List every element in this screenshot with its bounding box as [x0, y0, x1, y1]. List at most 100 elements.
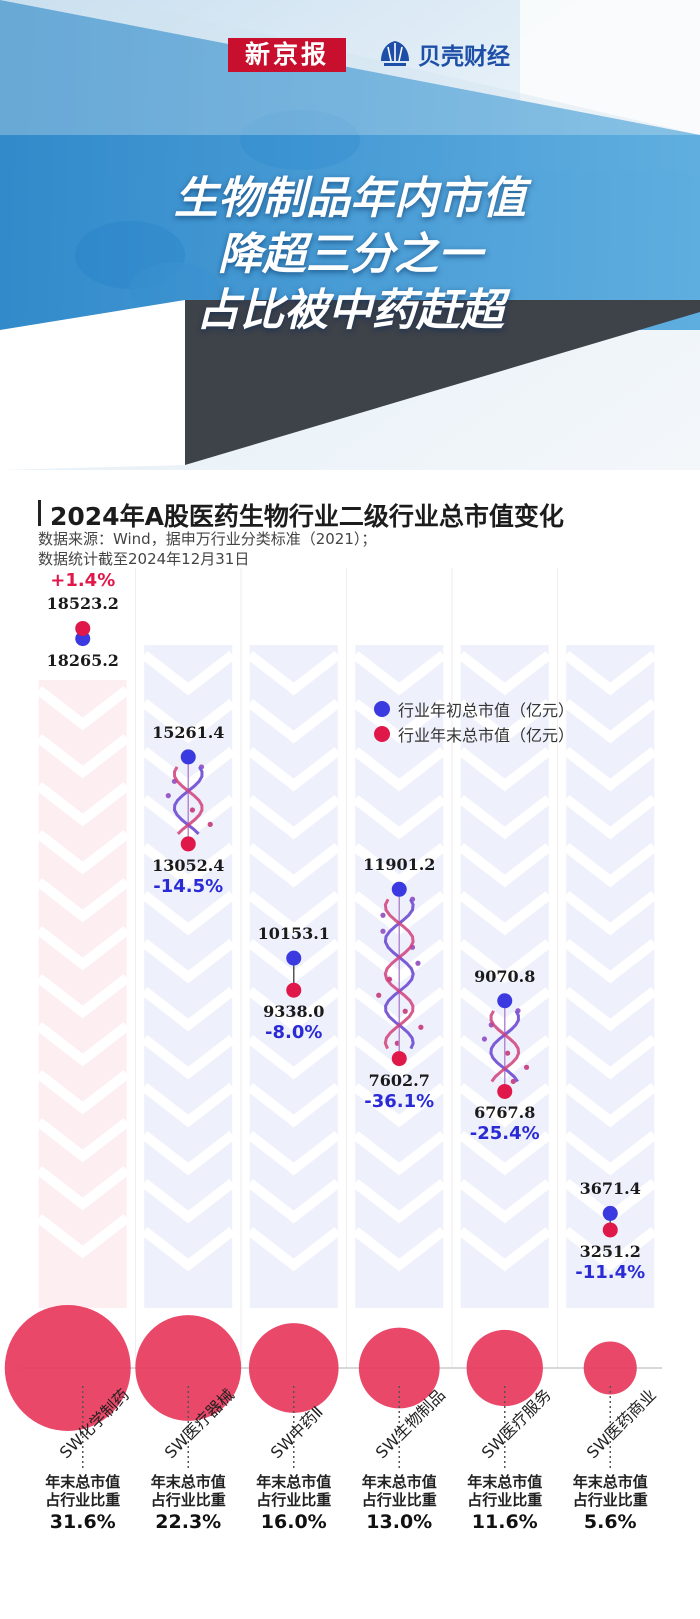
helix-bead-3 — [402, 1008, 408, 1014]
chevron-0 — [35, 734, 130, 779]
value-label-top-5: 3671.4 — [579, 1179, 641, 1199]
helix-strand-b-1 — [172, 766, 204, 835]
beike-logo-text: 贝壳财经 — [418, 44, 510, 70]
value-label-bottom-3: 7602.7 — [368, 1070, 430, 1090]
helix-bead-3 — [409, 944, 416, 950]
chevron-0 — [35, 878, 130, 923]
chevron-2 — [246, 651, 341, 696]
value-label-top-4: 9070.8 — [474, 966, 536, 986]
start-point-2 — [286, 950, 302, 966]
value-label-bottom-0: 18265.2 — [46, 650, 119, 670]
share-value-3: 13.0% — [366, 1511, 433, 1533]
headline-line-1: 生物制品年内市值 — [174, 173, 526, 224]
share-caption-line2-2: 占行业比重 — [256, 1491, 332, 1509]
chevron-2 — [246, 795, 341, 840]
chevron-5 — [563, 651, 658, 696]
share-caption-line1-3: 年末总市值 — [361, 1473, 437, 1491]
start-point-3 — [391, 881, 407, 897]
end-point-3 — [391, 1051, 407, 1067]
chevron-0 — [35, 1070, 130, 1115]
share-caption-line2-5: 占行业比重 — [572, 1491, 648, 1509]
chevron-2 — [246, 1227, 341, 1272]
chevron-2 — [246, 747, 341, 792]
helix-bead-4 — [515, 1008, 521, 1014]
change-label-4: -25.4% — [469, 1123, 540, 1145]
chevron-4 — [457, 843, 552, 888]
category-label-1: SW医疗器械 — [161, 1385, 239, 1463]
column-bg-2 — [249, 645, 338, 1308]
chevron-3 — [352, 651, 447, 696]
legend-start-label: 行业年初总市值（亿元） — [398, 700, 575, 720]
chevron-3 — [352, 1227, 447, 1272]
chevron-1 — [141, 747, 236, 792]
source-note: 数据来源：Wind，据申万行业分类标准（2021）； — [38, 530, 377, 548]
change-label-2: -8.0% — [265, 1022, 323, 1044]
value-label-bottom-4: 6767.8 — [474, 1103, 536, 1123]
shell-icon — [381, 41, 409, 66]
chevron-2 — [246, 1179, 341, 1224]
chevron-2 — [246, 1083, 341, 1128]
helix-bead-3 — [376, 992, 382, 998]
chevron-2 — [246, 1035, 341, 1080]
start-point-5 — [602, 1205, 618, 1221]
helix-bead-3 — [380, 928, 386, 934]
chevron-5 — [563, 891, 658, 936]
helix-bead-4 — [488, 1022, 494, 1028]
value-label-bottom-5: 3251.2 — [579, 1241, 641, 1261]
helix-bead-1 — [171, 778, 178, 784]
headline-line-3: 占比被中药赶超 — [196, 285, 504, 336]
column-bg-5 — [566, 645, 655, 1308]
legend-item-start: 行业年初总市值（亿元） — [374, 696, 574, 721]
chevron-0 — [35, 830, 130, 875]
end-point-1 — [180, 836, 196, 852]
share-caption-line2-0: 占行业比重 — [45, 1491, 121, 1509]
value-label-bottom-1: 13052.4 — [152, 855, 225, 875]
helix-bead-3 — [394, 1040, 400, 1046]
headline-line-2: 降超三分之一 — [218, 229, 482, 280]
chevron-3 — [352, 747, 447, 792]
title-bar — [38, 500, 41, 526]
start-point-1 — [180, 749, 196, 765]
chevron-3 — [352, 939, 447, 984]
share-caption-line2-3: 占行业比重 — [361, 1491, 437, 1509]
chevron-4 — [457, 651, 552, 696]
change-label-0: +1.4% — [50, 570, 116, 592]
value-label-top-1: 15261.4 — [152, 722, 225, 742]
change-label-5: -11.4% — [575, 1261, 646, 1283]
chevron-2 — [246, 843, 341, 888]
category-label-4: SW医疗服务 — [477, 1385, 555, 1463]
helix-strand-b-3 — [383, 898, 415, 1050]
helix-bead-3 — [418, 1024, 424, 1030]
chevron-3 — [352, 891, 447, 936]
chevron-1 — [141, 1083, 236, 1128]
value-label-bottom-2: 9338.0 — [263, 1002, 325, 1022]
chevron-0 — [35, 1022, 130, 1067]
share-value-5: 5.6% — [583, 1511, 637, 1533]
chevron-1 — [141, 939, 236, 984]
chevron-4 — [457, 891, 552, 936]
chevron-3 — [352, 1131, 447, 1176]
chevron-0 — [35, 686, 130, 731]
chevron-3 — [352, 1035, 447, 1080]
share-caption-line1-2: 年末总市值 — [256, 1473, 332, 1491]
chevron-1 — [141, 795, 236, 840]
legend-item-end: 行业年末总市值（亿元） — [374, 721, 574, 746]
chevron-0 — [35, 782, 130, 827]
category-label-2: SW中药Ⅱ — [266, 1402, 327, 1463]
value-label-top-3: 11901.2 — [363, 855, 436, 875]
chevron-4 — [457, 795, 552, 840]
share-bubble-2 — [248, 1323, 339, 1413]
share-caption-line2-4: 占行业比重 — [467, 1491, 543, 1509]
share-caption-line1-0: 年末总市值 — [45, 1473, 121, 1491]
category-label-5: SW医药商业 — [583, 1385, 661, 1463]
helix-bead-1 — [165, 793, 171, 799]
share-caption-line1-1: 年末总市值 — [150, 1473, 226, 1491]
helix-bead-4 — [481, 1036, 488, 1042]
share-bubble-5 — [583, 1341, 637, 1395]
chevron-4 — [457, 1227, 552, 1272]
share-caption-line1-5: 年末总市值 — [572, 1473, 648, 1491]
helix-strand-a-1 — [172, 766, 204, 835]
chevron-4 — [457, 1179, 552, 1224]
change-label-1: -14.5% — [153, 875, 224, 897]
column-bg-0 — [38, 680, 127, 1308]
